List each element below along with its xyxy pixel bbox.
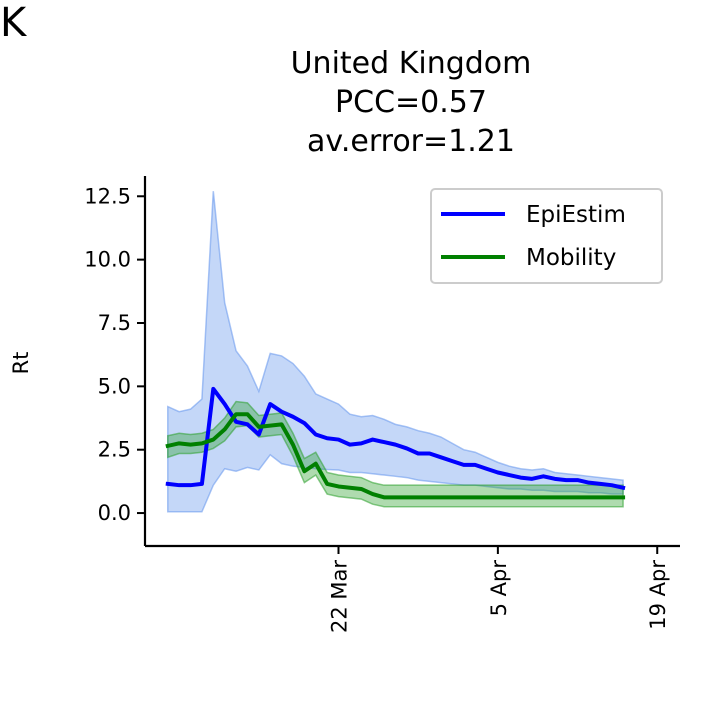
y-tick-label: 2.5 [98,438,131,462]
y-axis-label: Rt [9,352,33,375]
x-ticks: 22 Mar 5 Apr 19 Apr [328,546,670,633]
chart-title: United Kingdom PCC=0.57 av.error=1.21 [291,46,532,159]
panel-letter: K [0,0,28,46]
title-line-2: PCC=0.57 [335,85,487,120]
legend-label-mobility: Mobility [526,245,616,271]
series-line-mobility [165,412,626,500]
x-tick-label: 19 Apr [646,560,670,630]
title-line-1: United Kingdom [291,46,532,81]
legend-label-epiestim: EpiEstim [526,202,626,228]
y-tick-label: 7.5 [98,311,131,335]
y-ticks: 0.0 2.5 5.0 7.5 10.0 12.5 [84,184,145,525]
x-tick-label: 22 Mar [328,560,352,633]
y-tick-label: 10.0 [84,248,131,272]
legend: EpiEstim Mobility [430,188,663,284]
series-lines [165,386,626,500]
y-tick-label: 5.0 [98,374,131,398]
y-tick-label: 12.5 [84,184,131,208]
series-line-epiestim [165,386,626,491]
axes [143,176,680,548]
y-tick-label: 0.0 [98,501,131,525]
x-tick-label: 5 Apr [487,560,511,617]
title-line-3: av.error=1.21 [307,124,515,159]
